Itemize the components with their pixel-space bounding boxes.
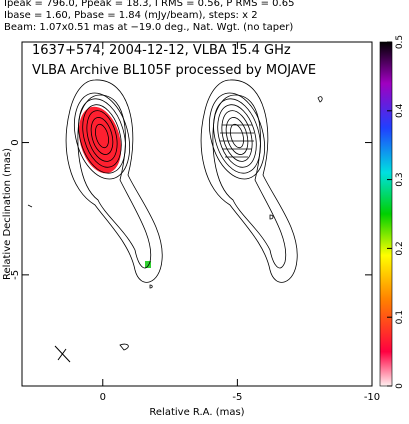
colorbar-tick-label: 0.4 xyxy=(395,103,405,118)
x-axis-label: Relative R.A. (mas) xyxy=(149,407,244,418)
plot-frame xyxy=(21,41,373,387)
beam xyxy=(54,345,71,363)
header: Ipeak = 796.0, Ppeak = 18.3, I RMS = 0.5… xyxy=(4,0,294,33)
total-intensity xyxy=(199,79,298,283)
x-tick-label: -5 xyxy=(232,392,242,403)
colorbar xyxy=(379,41,393,387)
vectors xyxy=(220,124,254,158)
polarization-fill xyxy=(78,106,122,174)
y-tick-label: 0 xyxy=(10,139,21,145)
header-line: Beam: 1.07x0.51 mas at −19.0 deg., Nat. … xyxy=(4,22,293,33)
y-axis-label: Relative Declination (mas) xyxy=(2,148,13,280)
colorbar-tick-label: 0.5 xyxy=(395,35,405,49)
noise-contours xyxy=(27,96,323,351)
plot-title: 1637+574, 2004-12-12, VLBA 15.4 GHz xyxy=(32,43,291,58)
contours xyxy=(27,79,323,363)
header-line: Ibase = 1.60, Pbase = 1.84 (mJy/beam), s… xyxy=(4,10,258,21)
colorbar-tick-label: 0.1 xyxy=(395,310,405,324)
plot-title: VLBA Archive BL105F processed by MOJAVE xyxy=(32,63,316,78)
x-tick-label: -10 xyxy=(364,392,380,403)
y-tick-label: -5 xyxy=(10,270,21,280)
colorbar-tick-label: 0 xyxy=(395,383,405,389)
total-intensity xyxy=(64,79,163,283)
colorbar-tick-label: 0.2 xyxy=(395,241,405,255)
x-tick-label: 0 xyxy=(100,392,106,403)
polarization-spot xyxy=(145,261,151,268)
header-line: Ipeak = 796.0, Ppeak = 18.3, I RMS = 0.5… xyxy=(4,0,294,9)
colorbar-tick-label: 0.3 xyxy=(395,172,405,186)
